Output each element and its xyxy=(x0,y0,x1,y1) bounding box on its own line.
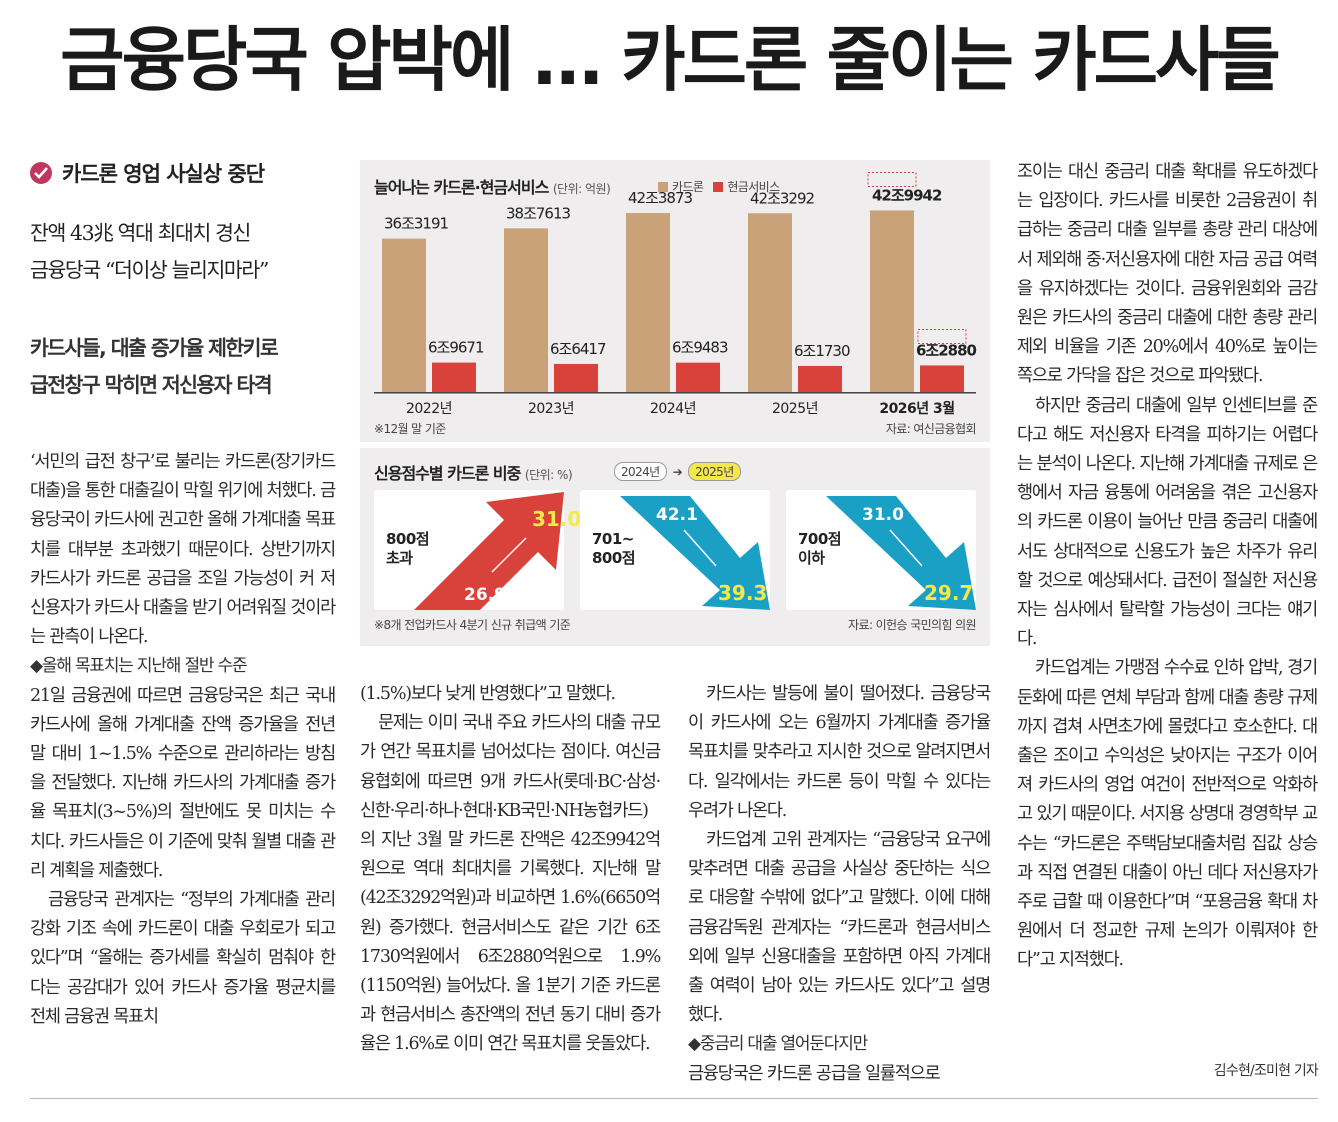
legend-swatch-card xyxy=(658,181,668,192)
bar-cash xyxy=(432,362,476,392)
trend-line xyxy=(491,537,527,573)
bar-chart-title: 늘어나는 카드론·현금서비스 (단위: 억원) xyxy=(374,178,611,197)
value-from: 31.0 xyxy=(862,505,904,525)
ratio-unit: (단위: %) xyxy=(524,468,573,482)
paragraph: 하지만 중금리 대출에 일부 인센티브를 준다고 해도 저신용자 타격을 피하기… xyxy=(1017,395,1318,650)
bar-cash xyxy=(920,365,964,392)
legend-card: 카드론 xyxy=(672,180,704,194)
arrow-down-shape xyxy=(620,496,770,610)
bar-label-card: 38조7613 xyxy=(506,204,571,222)
kicker: 카드론 영업 사실상 중단 xyxy=(30,158,265,188)
checkmark-icon xyxy=(30,162,52,184)
bar-label-cash: 6조9483 xyxy=(672,339,728,357)
deck-line: 금융당국 “더이상 늘리지마라” xyxy=(30,258,269,282)
paragraph: 금융당국은 카드론 공급을 일률적으로 xyxy=(688,1063,941,1084)
arrow-down-shape xyxy=(826,496,976,610)
bar-label-card: 42조9942 xyxy=(872,186,942,204)
bottom-rule xyxy=(30,1098,1318,1099)
subheading: ◆중금리 대출 열어둔다지만 xyxy=(688,1034,868,1055)
bar-note: ※12월 말 기준 xyxy=(374,422,446,436)
article-column-2: (1.5%)보다 낮게 반영했다”고 말했다. 문제는 이미 국내 주요 카드사… xyxy=(360,680,661,1060)
bar-label-card: 42조3292 xyxy=(750,189,815,207)
trend-line xyxy=(889,529,923,567)
x-tick-label: 2025년 xyxy=(772,401,818,417)
bar-cash xyxy=(676,362,720,392)
ratio-chart: 800점초과26.931.0701~800점42.139.3700점이하31.0… xyxy=(374,490,976,610)
ratio-note: ※8개 전업카드사 4분기 신규 취급액 기준 xyxy=(374,618,571,632)
value-from: 26.9 xyxy=(464,585,506,605)
year-from: 2024년 xyxy=(614,462,667,481)
deck-secondary: 카드사들, 대출 증가율 제한키로 급전창구 막히면 저신용자 타격 xyxy=(30,330,279,404)
bar-card xyxy=(870,210,914,392)
kicker-text: 카드론 영업 사실상 중단 xyxy=(62,162,265,186)
value-to: 31.0 xyxy=(532,507,581,531)
paragraph: (1.5%)보다 낮게 반영했다”고 말했다. xyxy=(360,684,616,704)
article-column-3: 카드사는 발등에 불이 떨어졌다. 금융당국이 카드사에 오는 6월까지 가계대… xyxy=(688,680,991,1089)
bar-source: 자료: 여신금융협회 xyxy=(885,422,977,436)
bar-label-cash: 6조1730 xyxy=(794,342,850,360)
paragraph: 21일 금융권에 따르면 금융당국은 최근 국내 카드사에 올해 가계대출 잔액… xyxy=(30,685,336,881)
bar-chart-unit: (단위: 억원) xyxy=(552,182,611,196)
value-to: 29.7 xyxy=(924,581,973,605)
trend-line xyxy=(683,529,717,567)
bar-card xyxy=(504,228,548,392)
ratio-title: 신용점수별 카드론 비중 (단위: %) xyxy=(374,464,573,483)
paragraph: 문제는 이미 국내 주요 카드사의 대출 규모가 연간 목표치를 넘어섰다는 점… xyxy=(360,713,661,1055)
ratio-source: 자료: 이헌승 국민의힘 의원 xyxy=(848,618,977,632)
paragraph: 카드사는 발등에 불이 떨어졌다. 금융당국이 카드사에 오는 6월까지 가계대… xyxy=(688,684,991,821)
bar-card xyxy=(748,213,792,392)
bar-cash xyxy=(554,363,598,392)
year-to: 2025년 xyxy=(688,462,741,481)
deck-line: 잔액 43兆 역대 최대치 경신 xyxy=(30,221,251,245)
highlight-box xyxy=(867,171,917,187)
legend: 카드론 현금서비스 xyxy=(658,178,780,195)
group-label: 700점 xyxy=(798,530,841,548)
x-tick-label: 2022년 xyxy=(406,401,452,417)
group-label: 800점 xyxy=(386,530,429,548)
bar-label-card: 36조3191 xyxy=(384,215,449,233)
headline: 금융당국 압박에 … 카드론 줄이는 카드사들 xyxy=(60,19,1281,101)
arrow-up-shape xyxy=(414,492,564,610)
paragraph: 카드업계 고위 관계자는 “금융당국 요구에 맞추려면 대출 공급을 사실상 중… xyxy=(688,830,991,1026)
value-from: 42.1 xyxy=(656,505,698,525)
byline: 김수현/조미현 기자 xyxy=(1213,1063,1319,1079)
value-to: 39.3 xyxy=(718,581,767,605)
infographic: 늘어나는 카드론·현금서비스 (단위: 억원) 카드론 현금서비스 36조319… xyxy=(360,160,990,646)
deck-line: 카드사들, 대출 증가율 제한키로 xyxy=(30,336,279,360)
year-compare: 2024년 ➔ 2025년 xyxy=(614,462,741,481)
paragraph: 조이는 대신 중금리 대출 확대를 유도하겠다는 입장이다. 카드사를 비롯한 … xyxy=(1017,162,1318,387)
deck-primary: 잔액 43兆 역대 최대치 경신 금융당국 “더이상 늘리지마라” xyxy=(30,215,269,289)
article-column-1: ‘서민의 급전 창구’로 불리는 카드론(장기카드대출)을 통한 대출길이 막힐… xyxy=(30,448,336,1032)
legend-cash: 현금서비스 xyxy=(727,180,780,194)
paragraph: 카드업계는 가맹점 수수료 인하 압박, 경기 둔화에 따른 연체 부담과 함께… xyxy=(1017,658,1318,971)
paragraph: 금융당국 관계자는 “정부의 가계대출 관리 강화 기조 속에 카드론이 대출 … xyxy=(30,890,336,1027)
bar-card xyxy=(626,213,670,392)
deck-line: 급전창구 막히면 저신용자 타격 xyxy=(30,373,273,397)
group-label: 800점 xyxy=(592,549,635,567)
group-label: 701~ xyxy=(592,530,634,548)
legend-swatch-cash xyxy=(713,181,724,192)
group-label: 이하 xyxy=(798,549,825,567)
bar-label-cash: 6조6417 xyxy=(550,340,606,358)
article-column-4: 조이는 대신 중금리 대출 확대를 유도하겠다는 입장이다. 카드사를 비롯한 … xyxy=(1017,158,1318,976)
bar-chart: 36조3191 6조9671 2022년 38조7613 6조6417 2023년 42조3… xyxy=(374,171,978,417)
bar-cash xyxy=(798,365,842,392)
group-label: 초과 xyxy=(386,549,413,567)
divider xyxy=(360,442,990,448)
bar-label-cash: 6조9671 xyxy=(428,339,484,357)
arrow-right-icon: ➔ xyxy=(672,464,683,479)
bar-card xyxy=(382,238,426,392)
x-tick-label: 2023년 xyxy=(528,401,574,417)
bar-label-card: 42조3873 xyxy=(628,189,693,207)
x-tick-label: 2024년 xyxy=(650,401,696,417)
x-tick-label: 2026년 3월 xyxy=(879,400,954,417)
bar-label-cash: 6조2880 xyxy=(916,341,977,359)
x-axis xyxy=(374,392,976,394)
highlight-box xyxy=(917,328,967,344)
paragraph: ‘서민의 급전 창구’로 불리는 카드론(장기카드대출)을 통한 대출길이 막힐… xyxy=(30,452,336,648)
subheading: ◆올해 목표치는 지난해 절반 수준 xyxy=(30,656,248,677)
